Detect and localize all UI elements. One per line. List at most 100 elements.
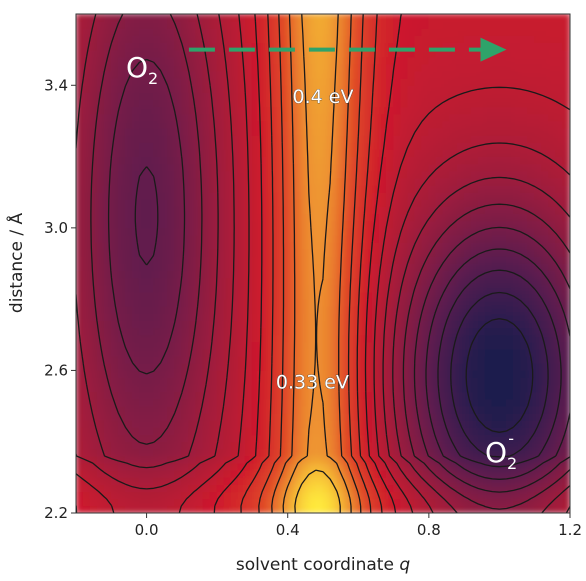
heatmap-cell <box>414 20 423 29</box>
heatmap-cell <box>421 298 430 307</box>
heatmap-cell <box>132 56 141 65</box>
heatmap-cell <box>251 220 260 229</box>
heatmap-cell <box>202 177 211 186</box>
heatmap-cell <box>244 91 253 100</box>
heatmap-cell <box>96 241 105 250</box>
heatmap-cell <box>124 220 133 229</box>
heatmap-cell <box>216 70 225 79</box>
heatmap-cell <box>188 234 197 243</box>
heatmap-cell <box>555 63 564 72</box>
heatmap-cell <box>195 70 204 79</box>
heatmap-cell <box>195 484 204 493</box>
heatmap-cell <box>350 491 359 500</box>
heatmap-cell <box>96 177 105 186</box>
heatmap-cell <box>386 163 395 172</box>
heatmap-cell <box>541 491 550 500</box>
heatmap-cell <box>442 141 451 150</box>
heatmap-cell <box>520 484 529 493</box>
heatmap-cell <box>357 84 366 93</box>
heatmap-cell <box>244 70 253 79</box>
heatmap-cell <box>470 405 479 414</box>
heatmap-cell <box>280 163 289 172</box>
heatmap-cell <box>428 84 437 93</box>
heatmap-cell <box>266 484 275 493</box>
heatmap-cell <box>76 141 84 150</box>
heatmap-cell <box>103 277 112 286</box>
heatmap-cell <box>435 156 444 165</box>
heatmap-cell <box>167 77 176 86</box>
heatmap-cell <box>541 141 550 150</box>
heatmap-cell <box>294 348 303 357</box>
heatmap-cell <box>139 263 148 272</box>
heatmap-cell <box>188 455 197 464</box>
heatmap-cell <box>244 14 253 22</box>
heatmap-cell <box>223 141 232 150</box>
heatmap-cell <box>259 348 268 357</box>
heatmap-cell <box>463 220 472 229</box>
heatmap-cell <box>280 77 289 86</box>
heatmap-cell <box>202 284 211 293</box>
heatmap-cell <box>364 77 373 86</box>
heatmap-cell <box>301 491 310 500</box>
heatmap-cell <box>520 241 529 250</box>
heatmap-cell <box>442 213 451 222</box>
heatmap-cell <box>527 84 536 93</box>
heatmap-cell <box>315 341 324 350</box>
heatmap-cell <box>181 348 190 357</box>
heatmap-cell <box>244 305 253 314</box>
heatmap-cell <box>174 427 183 436</box>
heatmap-cell <box>357 113 366 122</box>
heatmap-cell <box>174 177 183 186</box>
heatmap-cell <box>76 434 84 443</box>
heatmap-cell <box>110 355 119 364</box>
heatmap-cell <box>386 248 395 257</box>
heatmap-cell <box>484 156 493 165</box>
heatmap-cell <box>407 320 416 329</box>
heatmap-cell <box>527 70 536 79</box>
heatmap-cell <box>329 42 338 51</box>
heatmap-cell <box>371 120 380 129</box>
heatmap-cell <box>364 220 373 229</box>
heatmap-cell <box>287 148 296 157</box>
heatmap-cell <box>209 177 218 186</box>
heatmap-cell <box>371 434 380 443</box>
heatmap-cell <box>386 14 395 22</box>
heatmap-cell <box>393 377 402 386</box>
heatmap-cell <box>484 355 493 364</box>
heatmap-cell <box>237 369 246 378</box>
heatmap-cell <box>357 234 366 243</box>
heatmap-cell <box>470 77 479 86</box>
heatmap-cell <box>520 448 529 457</box>
heatmap-cell <box>188 127 197 136</box>
heatmap-cell <box>364 334 373 343</box>
heatmap-cell <box>160 191 169 200</box>
heatmap-cell <box>364 113 373 122</box>
heatmap-cell <box>442 377 451 386</box>
heatmap-cell <box>117 298 126 307</box>
heatmap-cell <box>146 298 155 307</box>
heatmap-cell <box>167 70 176 79</box>
heatmap-cell <box>336 405 345 414</box>
heatmap-cell <box>477 255 486 264</box>
heatmap-cell <box>498 42 507 51</box>
heatmap-cell <box>82 106 91 115</box>
heatmap-cell <box>343 448 352 457</box>
heatmap-cell <box>442 134 451 143</box>
heatmap-cell <box>534 70 543 79</box>
heatmap-cell <box>371 177 380 186</box>
heatmap-cell <box>527 284 536 293</box>
heatmap-cell <box>251 320 260 329</box>
heatmap-cell <box>301 134 310 143</box>
heatmap-cell <box>456 298 465 307</box>
heatmap-cell <box>181 127 190 136</box>
heatmap-cell <box>209 27 218 36</box>
heatmap-cell <box>548 99 557 108</box>
heatmap-cell <box>336 213 345 222</box>
heatmap-cell <box>414 298 423 307</box>
heatmap-cell <box>273 412 282 421</box>
heatmap-cell <box>195 184 204 193</box>
heatmap-cell <box>223 291 232 300</box>
heatmap-cell <box>89 455 98 464</box>
heatmap-cell <box>379 156 388 165</box>
heatmap-cell <box>110 99 119 108</box>
